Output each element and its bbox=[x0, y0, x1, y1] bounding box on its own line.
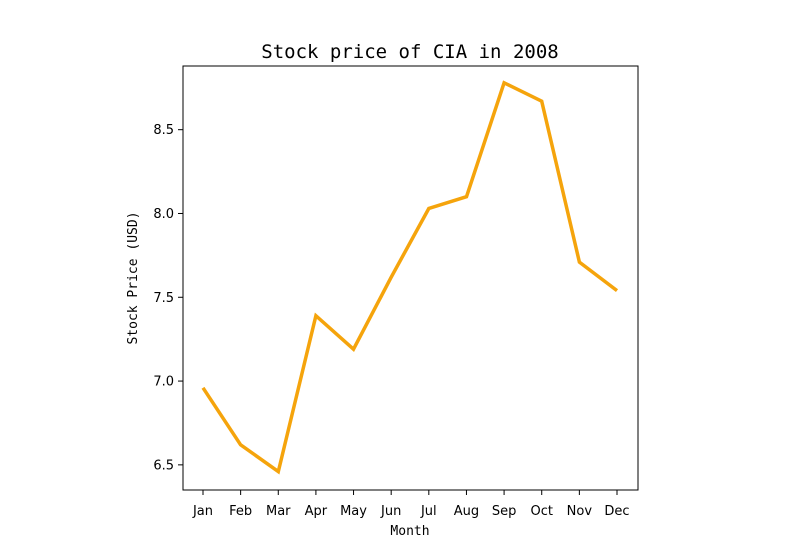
x-tick-label: Apr bbox=[305, 504, 328, 519]
x-tick-label: Jul bbox=[420, 504, 437, 519]
x-tick-label: Oct bbox=[530, 504, 552, 519]
x-tick-label: Jan bbox=[192, 504, 213, 519]
x-tick-label: Sep bbox=[492, 504, 517, 519]
series-line bbox=[201, 80, 619, 475]
x-tick-label: Feb bbox=[229, 504, 252, 519]
plot-frame bbox=[182, 65, 639, 491]
x-tick-label: Mar bbox=[266, 504, 291, 519]
y-tick-label: 8.5 bbox=[153, 123, 174, 138]
y-tick-label: 8.0 bbox=[153, 207, 174, 222]
x-tick-label: Nov bbox=[567, 504, 593, 519]
y-tick-label: 7.5 bbox=[153, 291, 174, 306]
x-tick-label: Aug bbox=[454, 504, 479, 519]
x-tick-label: Dec bbox=[604, 504, 629, 519]
y-tick-label: 7.0 bbox=[153, 375, 174, 390]
x-tick-label: May bbox=[340, 504, 367, 519]
x-axis: Jan Feb Mar Apr May Jun Jul Aug Sep Oct Nov Dec bbox=[192, 490, 630, 519]
chart-title: Stock price of CIA in 2008 bbox=[261, 41, 558, 63]
y-axis-label: Stock Price (USD) bbox=[126, 211, 141, 344]
y-tick-label: 6.5 bbox=[153, 458, 174, 473]
x-axis-label: Month bbox=[390, 524, 429, 539]
x-tick-label: Jun bbox=[380, 504, 401, 519]
y-axis: 6.5 7.0 7.5 8.0 8.5 bbox=[153, 123, 183, 473]
